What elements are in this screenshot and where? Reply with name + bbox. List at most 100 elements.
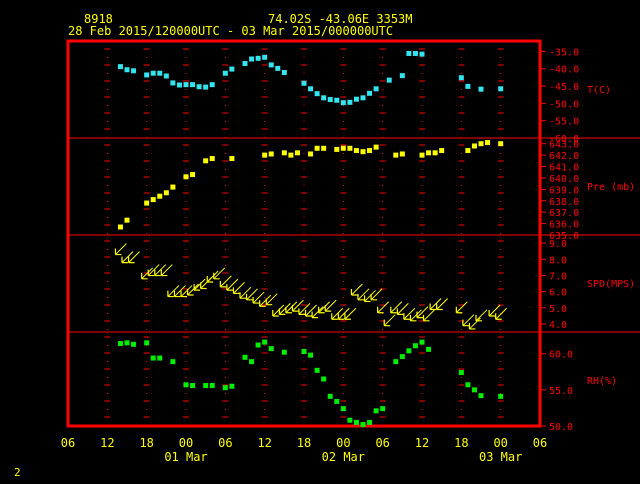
wind-barb <box>488 304 501 317</box>
pressure-point <box>314 145 320 151</box>
x-tick-label: 06 <box>533 436 547 450</box>
y-tick-label: 60.0 <box>549 350 573 361</box>
pressure-point <box>288 152 294 158</box>
wind-barb-head <box>488 309 496 317</box>
wind-barb-shaft <box>213 267 226 280</box>
wind-barb-shaft <box>436 298 449 310</box>
humidity-point <box>262 339 268 345</box>
y-tick-label: 641.0 <box>549 163 579 174</box>
y-tick-label: 643.0 <box>549 140 579 151</box>
wind-barb-head <box>370 293 378 301</box>
wind-barb-head <box>141 272 148 280</box>
wind-barb-shaft <box>396 303 409 315</box>
wind-barb <box>462 314 475 327</box>
wind-barb <box>377 301 390 314</box>
temperature-point <box>144 72 150 78</box>
wind-barb-shaft <box>233 281 245 294</box>
wind-barb <box>495 307 508 320</box>
humidity-point <box>170 359 176 365</box>
wind-barb-shaft <box>324 299 337 312</box>
humidity-point <box>131 341 137 347</box>
wind-barb <box>278 303 291 315</box>
x-tick-label: 18 <box>139 436 153 450</box>
temperature-point <box>242 61 248 67</box>
x-tick-label: 18 <box>454 436 468 450</box>
wind-barb-head <box>213 272 220 280</box>
wind-barb <box>114 243 127 256</box>
humidity-point <box>144 340 150 346</box>
humidity-point <box>281 349 287 355</box>
series-pressure <box>117 140 504 230</box>
wind-barb <box>416 306 429 319</box>
temperature-point <box>308 86 314 92</box>
wind-barb-head <box>350 288 358 296</box>
wind-barb-head <box>304 309 312 317</box>
wind-barb-shaft <box>416 306 429 318</box>
pressure-point <box>360 149 366 155</box>
pressure-point <box>229 156 235 162</box>
wind-barb <box>455 301 468 314</box>
y-tick-label: -60.0 <box>549 134 579 145</box>
humidity-point <box>353 419 359 425</box>
temperature-point <box>124 67 130 73</box>
plot-frame <box>66 39 542 428</box>
wind-barb-head <box>252 297 260 304</box>
wind-barb-shaft <box>377 301 390 314</box>
wind-barb-shaft <box>193 278 206 291</box>
y-tick-label: 50.0 <box>549 422 573 433</box>
wind-barb <box>180 285 193 298</box>
wind-barb-head <box>331 313 338 320</box>
wind-barb-head <box>291 305 299 312</box>
wind-barb <box>154 264 167 277</box>
temperature-point <box>301 80 307 86</box>
wind-barb <box>219 275 232 288</box>
wind-barb <box>173 285 186 298</box>
humidity-point <box>471 387 477 393</box>
temperature-point <box>347 99 353 105</box>
wind-barb-shaft <box>344 307 357 320</box>
pressure-point <box>150 197 156 203</box>
wind-barb-shaft <box>475 309 488 322</box>
series-humidity <box>117 339 504 428</box>
pressure-point <box>117 224 123 230</box>
wind-barb-shaft <box>154 264 167 276</box>
wind-barb-shaft <box>278 303 291 315</box>
panel-label-wind_speed: SPD(MPS) <box>587 279 635 290</box>
temperature-point <box>367 90 373 96</box>
pressure-point <box>190 172 196 178</box>
panel-label-pressure: Pre (mb) <box>587 182 635 193</box>
wind-barb-head <box>285 306 292 314</box>
wind-barb-head <box>298 308 305 315</box>
wind-barb <box>337 307 350 320</box>
temperature-point <box>183 82 189 88</box>
temperature-point <box>268 62 274 68</box>
wind-barb-shaft <box>272 304 285 317</box>
wind-barb-shaft <box>141 267 154 280</box>
humidity-point <box>229 383 235 389</box>
wind-barb <box>213 267 226 280</box>
wind-barb-head <box>167 290 174 298</box>
y-tick-label: 639.0 <box>549 185 579 196</box>
humidity-point <box>157 355 163 361</box>
temperature-point <box>353 96 359 102</box>
wind-barb-head <box>462 319 469 327</box>
wind-barb-shaft <box>206 270 219 283</box>
wind-barb-shaft <box>383 314 396 327</box>
temperature-point <box>458 75 464 81</box>
wind-barb-head <box>403 313 410 320</box>
page-number: 2 <box>14 466 21 479</box>
humidity-point <box>347 417 353 423</box>
wind-barb-shaft <box>298 303 311 315</box>
wind-barb <box>436 298 449 311</box>
wind-barb-head <box>278 308 286 315</box>
humidity-point <box>373 408 379 414</box>
wind-barb-head <box>337 313 345 320</box>
temperature-point <box>478 86 484 92</box>
y-tick-label: 637.0 <box>549 208 579 219</box>
station-id: 8918 <box>84 12 113 26</box>
wind-barb <box>206 270 219 283</box>
wind-barb-shaft <box>495 307 508 320</box>
pressure-point <box>439 148 445 154</box>
humidity-point <box>203 383 209 389</box>
